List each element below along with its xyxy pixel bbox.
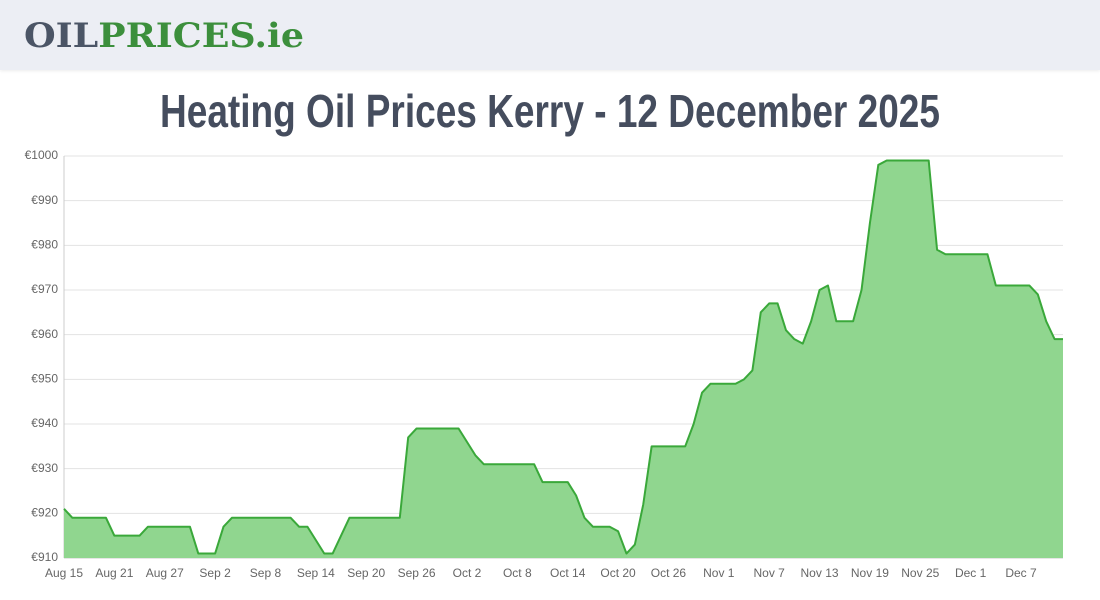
y-tick-label: €990 [31, 193, 58, 207]
x-tick-label: Sep 20 [347, 566, 385, 580]
logo-prices: PRICES [98, 16, 254, 56]
logo-oil: OIL [24, 16, 98, 56]
y-tick-label: €960 [31, 327, 58, 341]
header-bar: OIL PRICES .ie [0, 0, 1100, 70]
area [64, 160, 1063, 558]
x-tick-label: Oct 20 [600, 566, 636, 580]
x-tick-label: Sep 14 [297, 566, 335, 580]
line [63, 159, 1063, 555]
x-tick-label: Aug 27 [146, 566, 184, 580]
x-tick-label: Dec 1 [955, 566, 987, 580]
x-tick-label: Oct 8 [503, 566, 532, 580]
x-tick-label: Nov 7 [753, 566, 785, 580]
x-tick-label: Nov 25 [901, 566, 939, 580]
x-tick-label: Sep 8 [250, 566, 282, 580]
y-tick-label: €950 [31, 372, 58, 386]
x-tick-label: Oct 14 [550, 566, 586, 580]
x-tick-label: Aug 21 [95, 566, 133, 580]
x-tick-label: Oct 26 [651, 566, 687, 580]
y-tick-label: €910 [31, 550, 58, 564]
logo-tld: .ie [254, 16, 304, 56]
y-tick-label: €920 [31, 506, 58, 520]
x-tick-label: Sep 2 [199, 566, 231, 580]
x-tick-label: Aug 15 [45, 566, 83, 580]
chart-title: Heating Oil Prices Kerry - 12 December 2… [160, 85, 940, 137]
x-tick-label: Nov 19 [851, 566, 889, 580]
x-tick-label: Sep 26 [398, 566, 436, 580]
chart: Heating Oil Prices Kerry - 12 December 2… [25, 85, 1063, 580]
x-tick-label: Dec 7 [1005, 566, 1037, 580]
y-tick-label: €1000 [25, 148, 59, 162]
y-tick-label: €930 [31, 461, 58, 475]
logo-text: OIL PRICES .ie [24, 16, 304, 56]
y-tick-label: €980 [31, 238, 58, 252]
x-tick-label: Nov 1 [703, 566, 735, 580]
logo[interactable]: OIL PRICES .ie [20, 0, 320, 70]
x-tick-label: Oct 2 [453, 566, 482, 580]
y-tick-label: €940 [31, 416, 58, 430]
x-tick-label: Nov 13 [801, 566, 839, 580]
y-tick-label: €970 [31, 282, 58, 296]
